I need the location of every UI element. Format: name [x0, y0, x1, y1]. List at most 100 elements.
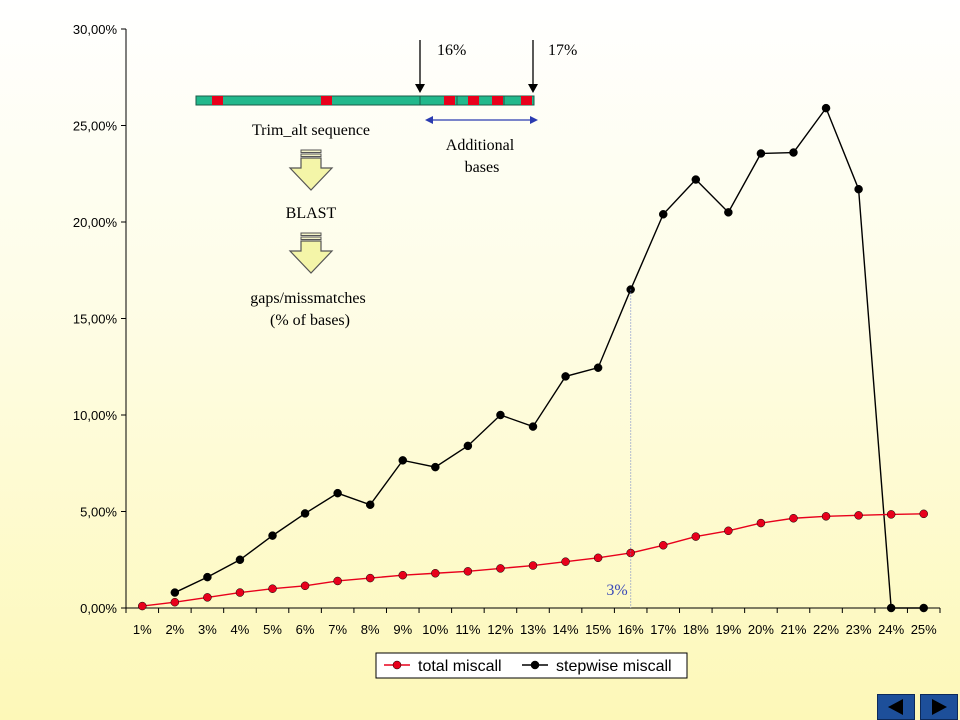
y-tick-label: 25,00%	[73, 119, 118, 134]
legend-label: stepwise miscall	[556, 658, 672, 675]
data-point	[724, 526, 733, 536]
x-tick-label: 4%	[231, 622, 250, 637]
series-line-1	[174, 106, 924, 609]
data-point	[398, 570, 408, 580]
next-slide-button[interactable]	[920, 694, 958, 720]
data-point	[886, 510, 896, 519]
additional-bases-arrow-right	[530, 116, 538, 124]
data-point	[496, 564, 505, 573]
data-point	[268, 584, 277, 593]
x-tick-label: 12%	[487, 622, 513, 637]
x-tick-label: 8%	[361, 622, 380, 637]
data-point	[658, 541, 668, 550]
y-tick-label: 10,00%	[73, 408, 118, 423]
sequence-mismatch	[492, 96, 503, 105]
label-16: 16%	[437, 42, 466, 59]
sequence-mismatch	[521, 96, 532, 105]
x-tick-label: 24%	[878, 622, 904, 637]
x-tick-label: 9%	[393, 622, 412, 637]
x-tick-label: 6%	[296, 622, 315, 637]
sequence-diagram: 16% 17% Additional bases Trim_alt sequen…	[195, 40, 577, 329]
series-line-0	[142, 513, 924, 607]
y-tick-label: 15,00%	[73, 312, 118, 327]
triangle-right-icon	[932, 699, 947, 715]
cut-arrow-16-head	[415, 84, 425, 93]
data-point	[593, 363, 603, 372]
x-tick-label: 17%	[650, 622, 676, 637]
data-point	[496, 410, 505, 420]
data-point	[170, 588, 180, 597]
marker-3-label: 3%	[606, 582, 627, 599]
data-point	[203, 572, 212, 582]
y-tick-label: 0,00%	[80, 601, 117, 616]
data-point	[919, 509, 928, 519]
x-tick-label: 23%	[846, 622, 872, 637]
cut-arrow-17-head	[528, 84, 538, 93]
prev-slide-button[interactable]	[877, 694, 915, 720]
x-tick-label: 15%	[585, 622, 611, 637]
data-point	[365, 500, 375, 509]
trim-alt-label: Trim_alt sequence	[252, 122, 370, 139]
legend: total miscall stepwise miscall	[375, 652, 688, 679]
down-block-arrow-icon	[288, 149, 334, 191]
legend-label: total miscall	[418, 658, 502, 675]
data-point	[886, 603, 896, 613]
sequence-mismatch	[468, 96, 479, 105]
data-point	[463, 567, 473, 576]
x-tick-label: 11%	[455, 622, 480, 637]
x-tick-label: 13%	[520, 622, 546, 637]
data-point	[789, 514, 798, 523]
data-point	[854, 511, 863, 520]
data-point	[528, 561, 538, 570]
data-point	[821, 512, 831, 521]
x-tick-label: 21%	[780, 622, 806, 637]
x-tick-label: 14%	[553, 622, 579, 637]
x-tick-label: 22%	[813, 622, 839, 637]
x-tick-label: 10%	[422, 622, 448, 637]
sequence-bar	[195, 95, 535, 106]
data-point	[398, 456, 408, 465]
data-point	[528, 422, 538, 431]
y-tick-label: 5,00%	[80, 505, 117, 520]
data-point	[821, 103, 831, 113]
data-point	[268, 531, 277, 540]
x-tick-label: 19%	[715, 622, 741, 637]
x-tick-label: 1%	[133, 622, 152, 637]
legend-marker	[530, 660, 540, 670]
triangle-left-icon	[888, 699, 903, 715]
data-point	[691, 532, 701, 541]
legend-marker	[392, 660, 402, 670]
data-point	[365, 573, 375, 583]
x-tick-label: 25%	[911, 622, 937, 637]
data-point	[626, 548, 635, 558]
y-tick-label: 20,00%	[73, 215, 118, 230]
data-point	[561, 557, 570, 566]
data-point	[333, 576, 342, 586]
data-point	[138, 601, 147, 611]
data-point	[854, 184, 863, 194]
data-point	[756, 518, 766, 528]
data-point	[463, 441, 473, 451]
data-point	[691, 175, 701, 184]
x-tick-label: 5%	[263, 622, 282, 637]
blast-label: BLAST	[286, 205, 337, 222]
x-tick-label: 16%	[618, 622, 644, 637]
data-point	[431, 462, 440, 472]
chart-series	[138, 103, 928, 613]
data-point	[235, 588, 245, 597]
data-point	[203, 593, 212, 602]
gaps-label: gaps/missmatches (% of bases)	[250, 290, 370, 329]
data-point	[919, 603, 928, 613]
additional-bases-arrow-left	[425, 116, 433, 124]
label-17: 17%	[548, 42, 577, 59]
sequence-mismatch	[212, 96, 223, 105]
data-point	[789, 148, 798, 157]
data-point	[561, 372, 570, 381]
data-point	[333, 488, 342, 498]
data-point	[300, 581, 310, 591]
data-point	[593, 553, 603, 563]
x-tick-label: 3%	[198, 622, 217, 637]
data-point	[724, 208, 733, 217]
x-tick-label: 20%	[748, 622, 774, 637]
